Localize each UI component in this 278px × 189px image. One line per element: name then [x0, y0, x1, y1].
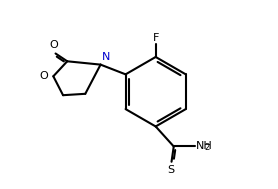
- Text: NH: NH: [196, 142, 213, 151]
- Text: N: N: [102, 52, 110, 62]
- Text: S: S: [167, 165, 174, 175]
- Text: F: F: [153, 33, 159, 43]
- Text: O: O: [49, 40, 58, 50]
- Text: O: O: [39, 71, 48, 81]
- Text: 2: 2: [205, 143, 210, 152]
